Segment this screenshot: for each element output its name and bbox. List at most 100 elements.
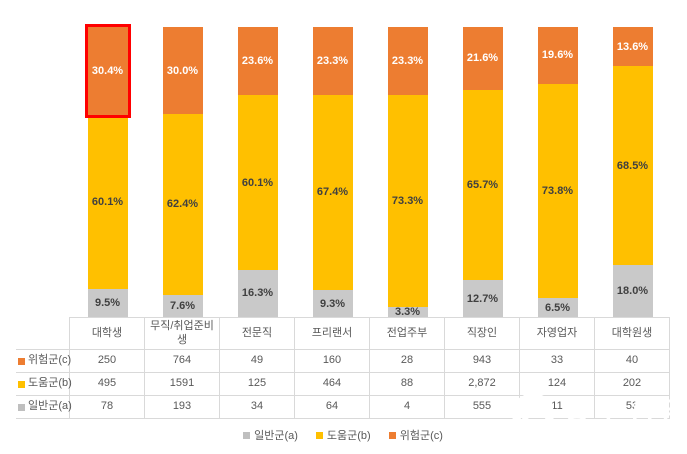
- segment-normal: 3.3%: [387, 306, 428, 319]
- bar-column-8: 13.6% 68.5% 18.0%: [595, 27, 670, 317]
- table-header-5: 전업주부: [370, 317, 445, 350]
- segment-risk: 30.0%: [162, 27, 203, 114]
- table-cell-r3-c2: 193: [145, 396, 220, 419]
- table-row-label: 도움군(b): [16, 373, 72, 396]
- segment-risk: 23.3%: [387, 27, 428, 95]
- segment-label: 6.5%: [544, 301, 571, 314]
- table-cell-r1-c2: 764: [145, 350, 220, 373]
- table-cell-r3-c1: 78: [70, 396, 145, 419]
- table-cell-r3-c5: 4: [370, 396, 445, 419]
- bar-column-6: 21.6% 65.7% 12.7%: [445, 27, 520, 317]
- stacked-bar-3: 23.6% 60.1% 16.3%: [237, 27, 278, 317]
- table-cell-r1-c6: 943: [445, 350, 520, 373]
- table-cell-r2-c7: 124: [520, 373, 595, 396]
- segment-help: 73.8%: [537, 83, 578, 299]
- legend-swatch: [243, 431, 251, 439]
- row-swatch: [18, 380, 25, 388]
- segment-normal: 7.6%: [162, 294, 203, 317]
- segment-help: 65.7%: [462, 89, 503, 281]
- segment-label: 73.8%: [541, 185, 574, 197]
- segment-label: 60.1%: [91, 196, 124, 209]
- table-cell-r1-c7: 33: [520, 350, 595, 373]
- segment-risk: 23.3%: [312, 27, 353, 95]
- stacked-bar-1: 30.4% 60.1% 9.5%: [84, 24, 131, 317]
- table-cell-r1-c3: 49: [220, 350, 295, 373]
- segment-label: 23.3%: [391, 54, 424, 67]
- segment-label: 9.3%: [319, 297, 346, 310]
- segment-label: 3.3%: [394, 306, 421, 319]
- table-cell-r3-c4: 64: [295, 396, 370, 419]
- table-header-7: 자영업자: [520, 317, 595, 350]
- bar-column-4: 23.3% 67.4% 9.3%: [295, 27, 370, 317]
- segment-label: 62.4%: [166, 198, 199, 211]
- table-cell-r3-c3: 34: [220, 396, 295, 419]
- row-swatch: [18, 357, 25, 365]
- highlight-box: [84, 24, 131, 119]
- legend-item-3: 위험군(c): [388, 427, 443, 443]
- bar-column-2: 30.0% 62.4% 7.6%: [145, 27, 220, 317]
- segment-help: 60.1%: [87, 115, 128, 290]
- segment-label: 60.1%: [241, 176, 274, 189]
- table-header-2: 무직/취업준비생: [145, 317, 220, 350]
- stacked-bar-4: 23.3% 67.4% 9.3%: [312, 27, 353, 317]
- table-cell-r2-c6: 2,872: [445, 373, 520, 396]
- segment-label: 13.6%: [616, 40, 649, 53]
- segment-risk: 19.6%: [537, 27, 578, 84]
- newspaper-logo-icon: [512, 393, 554, 435]
- bar-column-5: 23.3% 73.3% 3.3%: [370, 27, 445, 319]
- segment-label: 23.3%: [316, 54, 349, 67]
- segment-label: 30.4%: [91, 65, 124, 78]
- row-label-text: 도움군(b): [28, 377, 72, 390]
- segment-label: 18.0%: [616, 284, 649, 297]
- segment-help: 73.3%: [387, 94, 428, 308]
- segment-risk: 23.6%: [237, 27, 278, 96]
- table-cell-r2-c4: 464: [295, 373, 370, 396]
- segment-risk: 30.4%: [84, 24, 131, 119]
- table-header-4: 프리랜서: [295, 317, 370, 350]
- segment-help: 60.1%: [237, 95, 278, 270]
- segment-risk: 13.6%: [612, 27, 653, 67]
- legend-label: 위험군(c): [399, 430, 443, 442]
- row-swatch: [18, 403, 25, 411]
- segment-label: 23.6%: [241, 55, 274, 68]
- legend: 일반군(a) 도움군(b) 위험군(c): [16, 427, 670, 443]
- segment-label: 68.5%: [616, 159, 649, 172]
- segment-risk: 21.6%: [462, 27, 503, 90]
- bar-column-1: 30.4% 60.1% 9.5%: [70, 24, 145, 317]
- segment-normal: 9.5%: [87, 289, 128, 317]
- segment-label: 9.5%: [94, 297, 121, 310]
- segment-label: 67.4%: [316, 186, 349, 199]
- legend-item-2: 도움군(b): [315, 427, 371, 443]
- segment-label: 21.6%: [466, 52, 499, 65]
- bar-column-7: 19.6% 73.8% 6.5%: [520, 27, 595, 317]
- table-cell-r1-c4: 160: [295, 350, 370, 373]
- segment-label: 30.0%: [166, 64, 199, 77]
- table-row-label: 위험군(c): [16, 350, 72, 373]
- table-header-3: 전문직: [220, 317, 295, 350]
- segment-normal: 16.3%: [237, 269, 278, 317]
- table-cell-r1-c5: 28: [370, 350, 445, 373]
- row-label-text: 일반군(a): [28, 400, 72, 413]
- bar-column-3: 23.6% 60.1% 16.3%: [220, 27, 295, 317]
- row-label-text: 위험군(c): [28, 354, 72, 367]
- table-cell-r3-c8: 53: [595, 396, 670, 419]
- legend-swatch: [388, 431, 396, 439]
- legend-item-1: 일반군(a): [243, 427, 298, 443]
- table-cell-r3-c7: 11: [520, 396, 595, 419]
- segment-normal: 18.0%: [612, 264, 653, 317]
- segment-label: 7.6%: [169, 299, 196, 312]
- table-cell-r1-c1: 250: [70, 350, 145, 373]
- table-cell-r1-c8: 40: [595, 350, 670, 373]
- table-cell-r2-c3: 125: [220, 373, 295, 396]
- data-table: 대학생 무직/취업준비생 전문직 프리랜서 전업주부 직장인 자영업자 대학원생 위험군(c) 2…: [16, 317, 670, 419]
- segment-label: 19.6%: [541, 49, 574, 62]
- table-header-8: 대학원생: [595, 317, 670, 350]
- segment-label: 65.7%: [466, 178, 499, 191]
- legend-label: 도움군(b): [326, 430, 371, 442]
- table-cell-r2-c1: 495: [70, 373, 145, 396]
- segment-normal: 6.5%: [537, 298, 578, 317]
- stacked-bar-6: 21.6% 65.7% 12.7%: [462, 27, 503, 317]
- table-header-1: 대학생: [70, 317, 145, 350]
- segment-help: 67.4%: [312, 94, 353, 291]
- table-corner-cell: [16, 317, 70, 350]
